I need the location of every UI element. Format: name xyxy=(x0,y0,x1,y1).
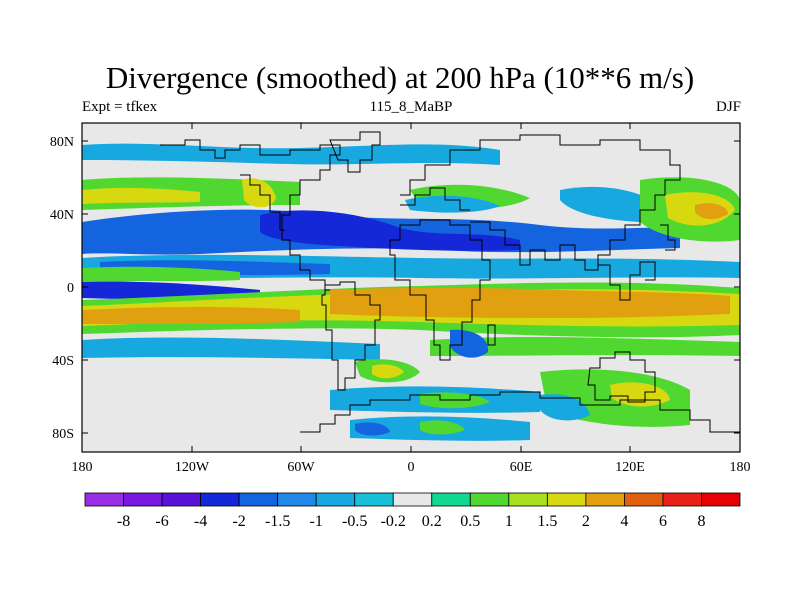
coastline-greenland xyxy=(329,131,381,173)
coastline-japan xyxy=(660,224,676,251)
blob-so-cyan-west xyxy=(540,394,590,421)
coastline-antarctica xyxy=(300,391,740,433)
blob-sa-blue xyxy=(450,329,489,358)
x-tick-label: 0 xyxy=(408,460,415,475)
colorbar-label: -2 xyxy=(232,513,245,530)
y-tick-label: 80S xyxy=(52,427,74,442)
coastline-indochina xyxy=(598,261,656,301)
coastline-europe xyxy=(400,187,470,211)
colorbar-box xyxy=(546,492,587,507)
colorbar-box xyxy=(662,492,702,507)
colorbar-label: -0.5 xyxy=(342,513,367,530)
axis-ticks xyxy=(81,123,741,452)
blob-east-asia-cyan xyxy=(560,186,660,222)
x-tick-label: 60E xyxy=(510,460,533,475)
coastline-australia xyxy=(587,351,656,403)
colorbar-box xyxy=(392,492,433,507)
colorbar-box xyxy=(624,492,664,507)
colorbar-box xyxy=(161,492,201,507)
divergence-field xyxy=(82,123,740,452)
colorbar-label: -1 xyxy=(310,513,323,530)
colorbar-box xyxy=(315,492,356,507)
case-label: 115_8_MaBP xyxy=(369,99,453,115)
colorbar-labels: -8 -6 -4 -2 -1.5 -1 -0.5 -0.2 0.2 0.5 1 1.5 2 4 6 8 xyxy=(117,513,706,530)
colorbar-box xyxy=(238,492,279,507)
colorbar-label: -0.2 xyxy=(381,513,406,530)
colorbar-label: -1.5 xyxy=(265,513,290,530)
colorbar-label: 0.5 xyxy=(460,513,480,530)
y-tick-label: 40S xyxy=(52,354,74,369)
experiment-label: Expt = tfkex xyxy=(82,99,158,115)
coastline-eurasia xyxy=(400,134,681,271)
coastlines xyxy=(160,131,740,433)
band-50n-yellow xyxy=(82,187,200,204)
colorbar-label: 1.5 xyxy=(537,513,557,530)
y-tick-label: 80N xyxy=(50,135,74,150)
band-30s-cyan xyxy=(82,337,380,360)
blob-north-cyan xyxy=(405,195,500,213)
colorbar xyxy=(84,492,741,507)
x-tick-label: 120W xyxy=(175,460,210,475)
blob-70s-blue xyxy=(355,422,390,436)
colorbar-label: 0.2 xyxy=(422,513,442,530)
coastline-south-america xyxy=(321,281,381,391)
colorbar-label: 1 xyxy=(505,513,513,530)
colorbar-label: 4 xyxy=(620,513,628,530)
colorbar-box xyxy=(469,492,510,507)
y-tick-label: 40N xyxy=(50,208,74,223)
colorbar-box xyxy=(200,492,240,507)
x-tick-labels: 180 120W 60W 0 60E 120E 180 xyxy=(72,460,751,475)
x-tick-label: 60W xyxy=(287,460,315,475)
band-0-green xyxy=(82,266,240,282)
colorbar-box xyxy=(585,492,625,507)
band-north-cyan xyxy=(82,143,500,165)
season-label: DJF xyxy=(715,99,741,115)
colorbar-box xyxy=(123,492,163,507)
colorbar-box xyxy=(277,492,317,507)
coastline-north-america xyxy=(160,139,341,291)
blob-70s-green xyxy=(420,420,465,435)
coastline-madagascar xyxy=(487,324,496,346)
colorbar-label: 6 xyxy=(659,513,667,530)
x-tick-label: 180 xyxy=(730,460,751,475)
colorbar-label: 8 xyxy=(697,513,705,530)
colorbar-box xyxy=(354,492,394,507)
band-40n-dark xyxy=(260,210,520,251)
colorbar-label: -8 xyxy=(117,513,130,530)
blob-np-orange xyxy=(695,203,728,220)
colorbar-label: 2 xyxy=(582,513,590,530)
blob-na-yellow xyxy=(242,178,276,208)
coastline-africa xyxy=(389,219,491,361)
colorbar-box xyxy=(431,492,471,507)
colorbar-box xyxy=(701,492,741,507)
colorbar-label: -4 xyxy=(194,513,207,530)
coastline-na-west xyxy=(240,174,285,231)
y-tick-labels: 80N 40N 0 40S 80S xyxy=(50,135,74,442)
x-tick-label: 180 xyxy=(72,460,93,475)
band-30s-green-east xyxy=(430,336,740,356)
map-title: Divergence (smoothed) at 200 hPa (10**6 … xyxy=(105,60,695,95)
y-tick-label: 0 xyxy=(67,281,74,296)
colorbar-label: -6 xyxy=(155,513,168,530)
colorbar-box xyxy=(84,492,124,507)
blob-south-atlantic-yellow xyxy=(372,364,404,379)
x-tick-label: 120E xyxy=(615,460,645,475)
colorbar-box xyxy=(508,492,548,507)
band-tropics-orange xyxy=(82,307,300,324)
